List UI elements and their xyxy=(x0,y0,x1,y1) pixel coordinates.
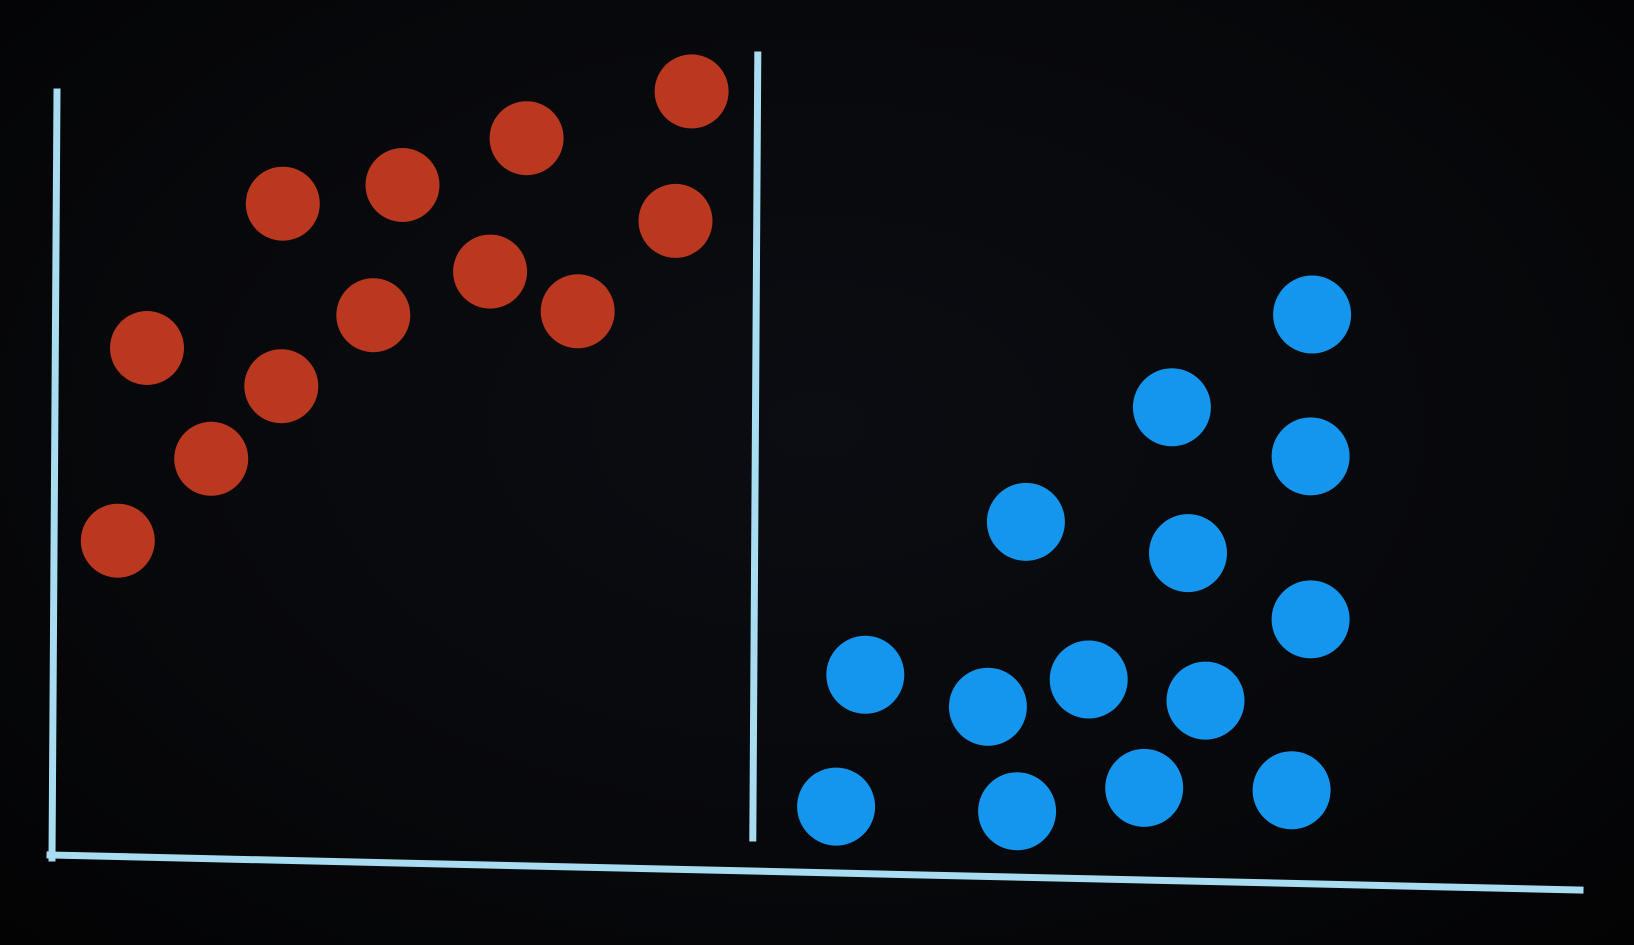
series-1-point-13 xyxy=(1273,275,1352,354)
series-0-point-4 xyxy=(245,166,320,241)
series-0-point-3 xyxy=(244,349,319,424)
data-points xyxy=(80,54,1352,851)
series-1 xyxy=(797,275,1352,851)
series-0-point-10 xyxy=(638,183,713,258)
y-axis xyxy=(48,88,61,862)
series-1-point-7 xyxy=(1132,368,1211,447)
series-1-point-12 xyxy=(1271,417,1350,496)
series-1-point-3 xyxy=(978,772,1057,851)
series-0-point-9 xyxy=(540,274,615,349)
series-1-point-4 xyxy=(986,482,1065,561)
axes xyxy=(46,51,1584,894)
divider-line xyxy=(749,51,762,842)
series-0-point-5 xyxy=(336,278,411,353)
series-1-point-2 xyxy=(948,667,1027,746)
series-1-point-10 xyxy=(1252,751,1331,830)
series-0-point-2 xyxy=(174,421,249,496)
x-axis xyxy=(46,851,1584,894)
series-1-point-11 xyxy=(1271,580,1350,659)
series-1-point-0 xyxy=(797,767,876,846)
series-1-point-8 xyxy=(1149,514,1227,593)
series-1-point-6 xyxy=(1105,748,1184,827)
series-1-point-1 xyxy=(826,635,905,714)
series-0-point-8 xyxy=(489,101,564,176)
series-0-point-7 xyxy=(453,234,528,309)
series-1-point-5 xyxy=(1049,640,1128,719)
series-0 xyxy=(80,54,729,578)
series-0-point-6 xyxy=(365,148,440,222)
series-0-point-0 xyxy=(80,503,155,578)
series-0-point-1 xyxy=(110,311,184,385)
series-0-point-11 xyxy=(654,54,729,129)
series-1-point-9 xyxy=(1166,661,1245,740)
